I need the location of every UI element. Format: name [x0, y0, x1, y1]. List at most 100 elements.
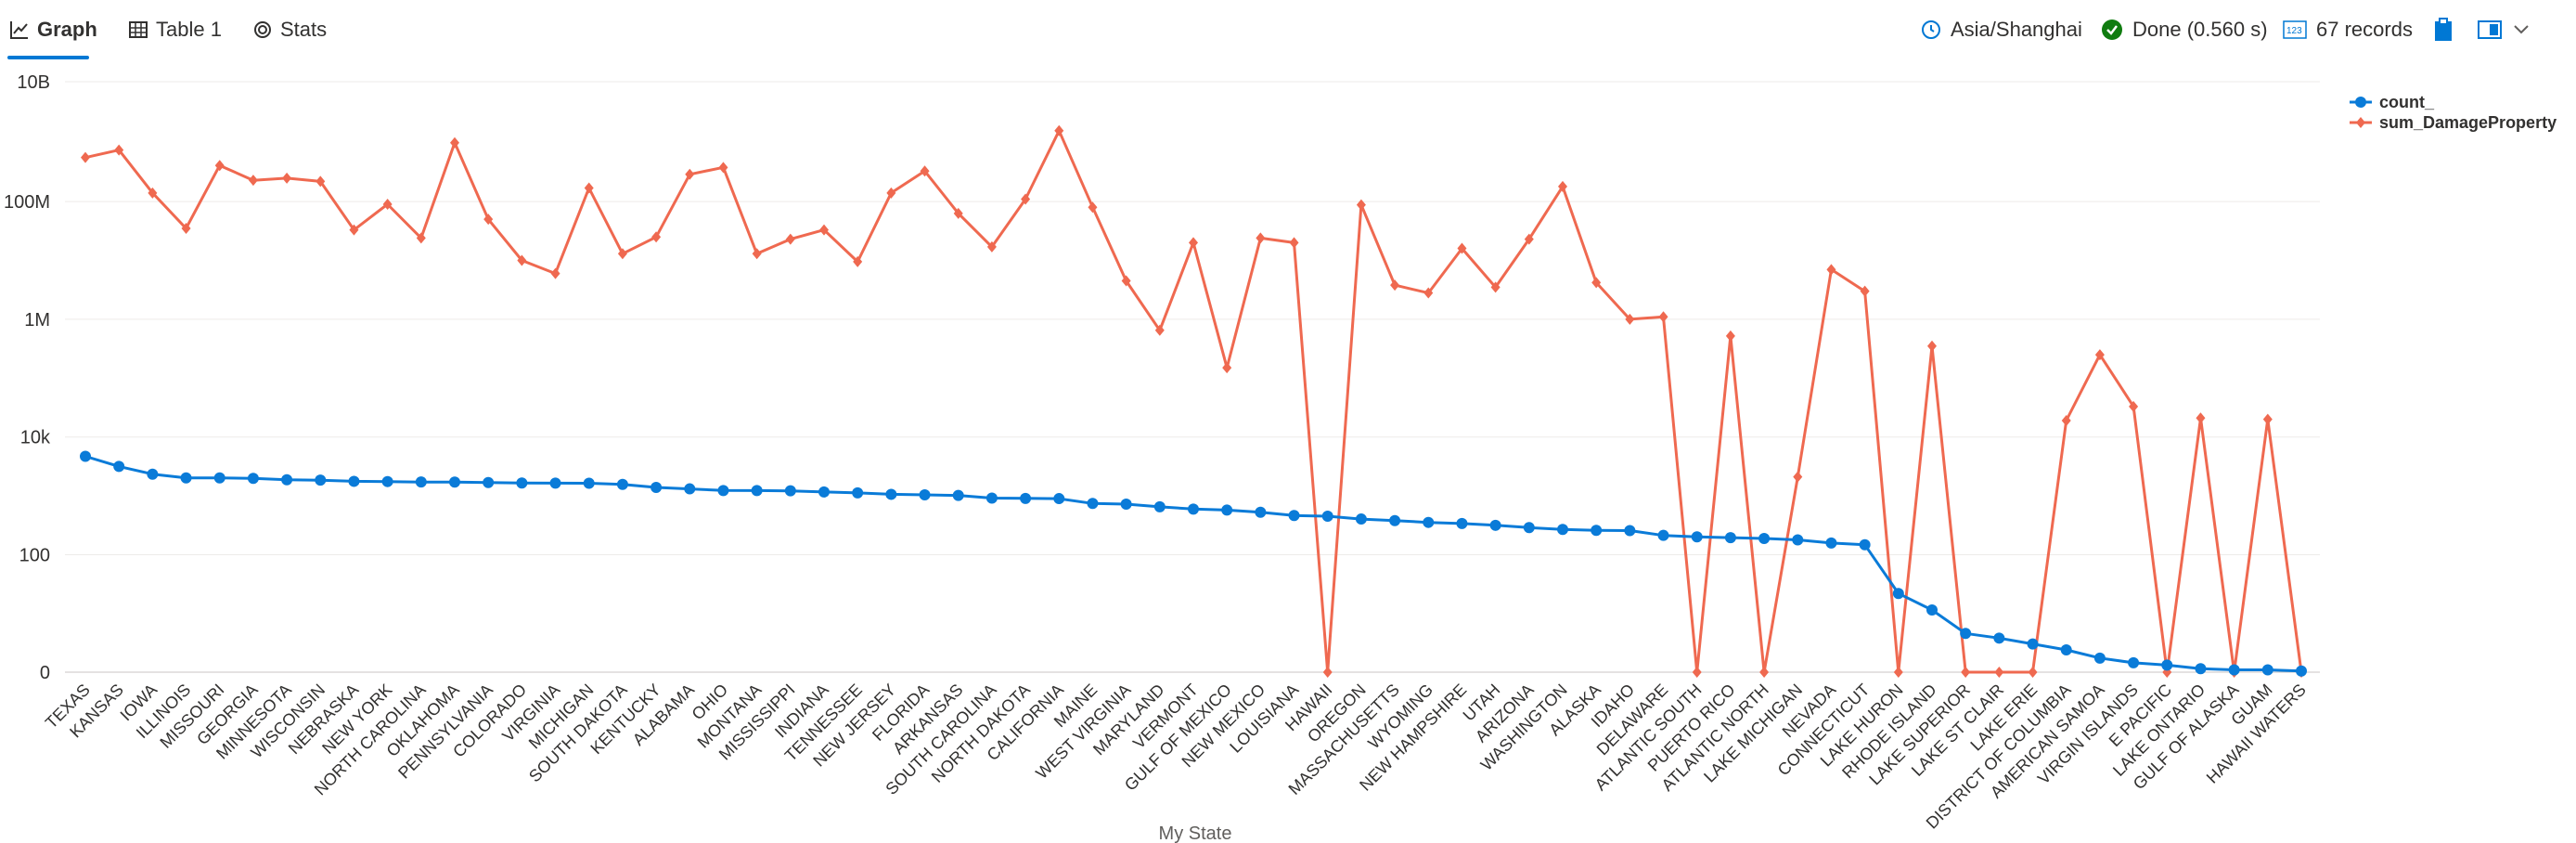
data-point-sum_DamageProperty[interactable]	[953, 207, 963, 219]
data-point-count_[interactable]	[919, 488, 931, 500]
data-point-count_[interactable]	[1724, 532, 1736, 544]
data-point-count_[interactable]	[281, 473, 293, 486]
data-point-sum_DamageProperty[interactable]	[2262, 413, 2273, 425]
data-point-count_[interactable]	[247, 473, 259, 485]
data-point-sum_DamageProperty[interactable]	[1356, 199, 1366, 211]
data-point-sum_DamageProperty[interactable]	[1759, 667, 1770, 678]
data-point-count_[interactable]	[2296, 665, 2307, 677]
layout-icon[interactable]	[2478, 20, 2502, 39]
data-point-count_[interactable]	[1153, 500, 1166, 512]
tab-stats[interactable]: Stats	[252, 0, 327, 59]
data-point-count_[interactable]	[1792, 534, 1804, 546]
data-point-count_[interactable]	[381, 475, 393, 487]
data-point-sum_DamageProperty[interactable]	[316, 175, 326, 188]
data-point-sum_DamageProperty[interactable]	[181, 223, 191, 235]
data-point-count_[interactable]	[1255, 506, 1267, 518]
data-point-sum_DamageProperty[interactable]	[450, 136, 459, 149]
data-point-sum_DamageProperty[interactable]	[282, 172, 292, 184]
data-point-count_[interactable]	[952, 489, 964, 501]
data-point-sum_DamageProperty[interactable]	[550, 267, 560, 279]
data-point-sum_DamageProperty[interactable]	[1256, 232, 1266, 244]
data-point-sum_DamageProperty[interactable]	[148, 187, 158, 199]
data-point-sum_DamageProperty[interactable]	[483, 214, 494, 226]
data-point-count_[interactable]	[2128, 656, 2140, 668]
data-point-sum_DamageProperty[interactable]	[2061, 415, 2071, 427]
data-point-count_[interactable]	[1355, 513, 1367, 525]
data-point-count_[interactable]	[1591, 525, 1603, 537]
data-point-sum_DamageProperty[interactable]	[2129, 400, 2139, 412]
data-point-sum_DamageProperty[interactable]	[1322, 667, 1333, 678]
data-point-sum_DamageProperty[interactable]	[1692, 667, 1702, 678]
data-point-sum_DamageProperty[interactable]	[1390, 279, 1400, 292]
data-point-count_[interactable]	[616, 478, 628, 490]
data-point-count_[interactable]	[1020, 492, 1032, 504]
tab-graph[interactable]: Graph	[9, 0, 97, 59]
data-point-sum_DamageProperty[interactable]	[1725, 330, 1735, 342]
data-point-count_[interactable]	[1993, 632, 2005, 644]
data-point-count_[interactable]	[1926, 603, 1938, 616]
data-point-count_[interactable]	[985, 492, 998, 504]
data-point-sum_DamageProperty[interactable]	[1423, 287, 1434, 299]
data-point-count_[interactable]	[1188, 503, 1199, 515]
data-point-count_[interactable]	[348, 475, 360, 487]
data-point-count_[interactable]	[415, 476, 427, 488]
data-point-sum_DamageProperty[interactable]	[1524, 233, 1534, 245]
data-point-sum_DamageProperty[interactable]	[1893, 667, 1903, 678]
data-point-count_[interactable]	[1120, 499, 1132, 511]
data-point-sum_DamageProperty[interactable]	[1490, 281, 1501, 293]
data-point-count_[interactable]	[852, 486, 864, 499]
data-point-sum_DamageProperty[interactable]	[1289, 237, 1299, 249]
timezone-selector[interactable]: Asia/Shanghai	[1921, 0, 2082, 59]
data-point-sum_DamageProperty[interactable]	[1457, 242, 1467, 254]
chevron-down-icon[interactable]	[2513, 24, 2530, 35]
data-point-sum_DamageProperty[interactable]	[2196, 412, 2206, 424]
data-point-sum_DamageProperty[interactable]	[886, 187, 896, 199]
data-point-count_[interactable]	[1053, 493, 1065, 505]
data-point-count_[interactable]	[516, 477, 528, 489]
data-point-count_[interactable]	[1691, 531, 1703, 543]
data-point-count_[interactable]	[1657, 529, 1669, 541]
data-point-count_[interactable]	[2228, 664, 2240, 676]
data-point-sum_DamageProperty[interactable]	[819, 224, 829, 236]
data-point-sum_DamageProperty[interactable]	[584, 182, 594, 194]
data-point-count_[interactable]	[2161, 659, 2173, 671]
data-point-count_[interactable]	[717, 485, 729, 497]
data-point-sum_DamageProperty[interactable]	[349, 224, 359, 236]
data-point-sum_DamageProperty[interactable]	[81, 151, 90, 163]
data-point-count_[interactable]	[784, 485, 796, 497]
data-point-sum_DamageProperty[interactable]	[1021, 193, 1031, 205]
data-point-sum_DamageProperty[interactable]	[1625, 313, 1635, 325]
data-point-count_[interactable]	[885, 488, 897, 500]
data-point-sum_DamageProperty[interactable]	[2028, 667, 2038, 678]
data-point-count_[interactable]	[1389, 514, 1401, 526]
data-point-sum_DamageProperty[interactable]	[1860, 285, 1870, 297]
data-point-sum_DamageProperty[interactable]	[1558, 180, 1567, 192]
data-point-count_[interactable]	[1087, 498, 1099, 510]
data-point-sum_DamageProperty[interactable]	[617, 248, 627, 260]
data-point-sum_DamageProperty[interactable]	[214, 160, 225, 172]
data-point-count_[interactable]	[1288, 510, 1300, 522]
data-point-sum_DamageProperty[interactable]	[1994, 667, 2004, 678]
data-point-sum_DamageProperty[interactable]	[248, 175, 258, 187]
data-point-count_[interactable]	[1859, 538, 1871, 551]
data-point-count_[interactable]	[315, 474, 327, 486]
data-point-sum_DamageProperty[interactable]	[1591, 277, 1602, 289]
data-point-count_[interactable]	[483, 476, 495, 488]
legend-entry-count_[interactable]: count_	[2379, 93, 2435, 111]
data-point-count_[interactable]	[1557, 524, 1568, 536]
data-point-sum_DamageProperty[interactable]	[752, 248, 762, 260]
data-point-sum_DamageProperty[interactable]	[114, 144, 124, 156]
data-point-count_[interactable]	[684, 483, 696, 495]
data-point-sum_DamageProperty[interactable]	[1121, 275, 1131, 287]
data-point-count_[interactable]	[1489, 519, 1501, 531]
data-point-sum_DamageProperty[interactable]	[986, 240, 997, 253]
data-point-count_[interactable]	[180, 472, 192, 484]
data-point-sum_DamageProperty[interactable]	[1793, 471, 1803, 483]
data-point-sum_DamageProperty[interactable]	[1961, 667, 1971, 678]
data-point-sum_DamageProperty[interactable]	[1826, 264, 1836, 276]
data-point-count_[interactable]	[2195, 663, 2207, 675]
data-point-sum_DamageProperty[interactable]	[920, 165, 930, 177]
data-point-sum_DamageProperty[interactable]	[651, 231, 662, 243]
data-point-count_[interactable]	[1523, 522, 1535, 534]
data-point-count_[interactable]	[1892, 588, 1904, 600]
